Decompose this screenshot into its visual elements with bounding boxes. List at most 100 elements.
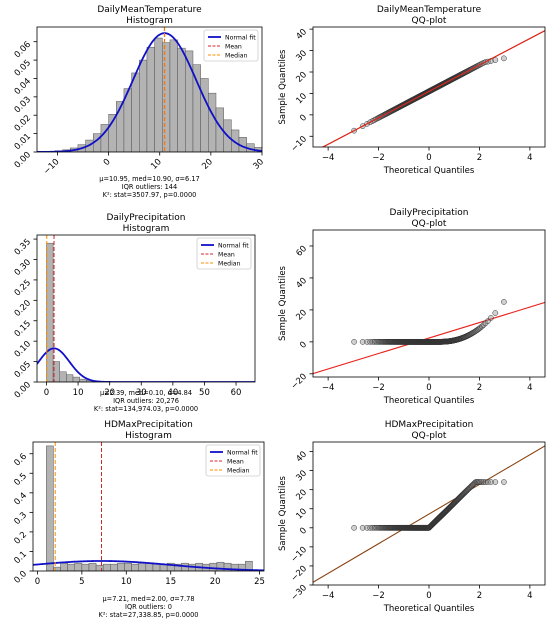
histogram-bar — [46, 242, 54, 382]
histogram-bar — [124, 562, 132, 571]
qq-panel-1: −4 −2 0 2 4 −10 0 10 20 30 40 DailyMeanTemperatureQ… — [278, 5, 546, 176]
x-tick-label: 30 — [136, 388, 147, 398]
plot-area — [313, 299, 545, 375]
chart-title: HDMaxPrecipitation — [385, 420, 474, 430]
y-tick-label: 0.02 — [13, 113, 33, 133]
normal-fit-line — [33, 560, 264, 571]
y-tick-label: 0.3 — [12, 510, 29, 527]
histogram-bar — [192, 64, 201, 152]
histogram-bar — [261, 149, 262, 152]
histogram-panel-2: 0 10 20 30 40 50 600.000.050.100.150.200.250.3… — [13, 213, 256, 413]
y-tick-label: −10 — [289, 134, 309, 154]
x-axis-label: Theoretical Quantiles — [383, 604, 475, 614]
axes-frame — [32, 441, 265, 572]
qq-point — [480, 479, 487, 485]
y-tick-label: −30 — [289, 583, 309, 603]
y-axis-label: Sample Quantiles — [278, 265, 288, 341]
x-tick-label: 50 — [199, 388, 210, 398]
x-tick-label: 2 — [477, 153, 482, 163]
qq-point — [501, 299, 507, 305]
histogram-bar — [67, 563, 76, 571]
qq-point — [359, 524, 366, 531]
y-tick-label: 0.1 — [12, 550, 29, 567]
stats-line: K²: stat=27,338.85, p=0.0000 — [99, 611, 199, 619]
y-tick-label: −10 — [289, 545, 309, 565]
qq-panel-3: −4 −2 0 2 4−30−20−10010203040HDMaxPrecipitat… — [278, 420, 546, 614]
histogram-bar — [46, 445, 54, 571]
chart-subtitle: Histogram — [125, 431, 172, 441]
legend: Normal fit Mean Median — [203, 29, 259, 62]
histogram-bar — [146, 46, 155, 152]
x-tick-label: 2 — [477, 383, 482, 393]
y-tick-label: 0.0 — [12, 569, 29, 586]
legend-label: Median — [225, 53, 248, 60]
histogram-bar — [131, 72, 140, 152]
legend-label: Normal fit — [225, 35, 256, 42]
histogram-bar — [102, 563, 111, 571]
x-tick-label: 60 — [231, 388, 242, 398]
legend-label: Normal fit — [218, 243, 249, 250]
histogram-bar — [60, 562, 68, 571]
y-tick-label: 40 — [294, 450, 309, 465]
qq-panel-2: −4 −2 0 2 4−200204060DailyPrecipitationQQ-pl… — [278, 208, 546, 406]
qq-point — [501, 479, 507, 485]
y-tick-label: 0 — [298, 526, 309, 537]
chart-subtitle: Histogram — [123, 224, 170, 234]
histogram-bar — [108, 114, 117, 152]
qq-point — [364, 339, 370, 345]
histogram-bar — [59, 371, 67, 382]
y-tick-label: 20 — [294, 308, 309, 323]
x-tick-label: 0 — [426, 591, 431, 601]
histogram-bar — [138, 562, 147, 571]
histogram-bar — [81, 563, 90, 571]
legend-label: Median — [227, 468, 250, 475]
stats-line: μ=7.21, med=2.00, σ=7.78 — [102, 595, 194, 603]
x-tick-label: 20 — [210, 577, 221, 587]
histogram-bar — [139, 59, 148, 152]
histogram-bar — [145, 562, 154, 571]
histogram-bar — [95, 564, 104, 571]
x-tick-label: 5 — [79, 577, 84, 587]
x-tick-label: 10 — [121, 577, 132, 587]
x-tick-label: −4 — [322, 153, 335, 163]
chart-title: DailyMeanTemperature — [97, 5, 202, 15]
qq-point — [492, 57, 499, 63]
y-tick-label: 0.05 — [13, 58, 33, 78]
x-tick-label: 10 — [149, 157, 164, 172]
legend-label: Normal fit — [227, 450, 258, 457]
legend-label: Mean — [227, 459, 244, 466]
x-tick-label: 15 — [165, 577, 176, 587]
histogram-bar — [209, 562, 218, 571]
qq-point — [488, 479, 494, 485]
chart-title: HDMaxPrecipitation — [104, 420, 193, 430]
histogram-bar — [66, 374, 74, 382]
qq-point — [492, 310, 499, 316]
histogram-bar — [169, 39, 178, 152]
histogram-bar — [53, 566, 61, 571]
qq-point — [359, 339, 366, 345]
histogram-panel-3: 0 5 10 15 20 25 0.0 0.1 0.2 0.3 0.4 0.5 0.6 HDMaxPrec… — [12, 420, 264, 619]
axes-frame — [36, 234, 256, 383]
y-tick-label: 40 — [294, 276, 309, 291]
y-tick-label: 0.6 — [12, 452, 29, 469]
chart-subtitle: QQ-plot — [412, 16, 447, 26]
qq-point — [371, 339, 378, 345]
x-tick-label: −2 — [372, 383, 385, 393]
chart-subtitle: QQ-plot — [412, 219, 447, 229]
plot-area — [313, 445, 545, 583]
y-tick-label: 0.2 — [12, 530, 29, 547]
normal-fit-line — [37, 347, 255, 382]
histogram-bar — [79, 378, 87, 382]
qq-point — [484, 479, 491, 485]
histogram-bar — [117, 562, 125, 571]
chart-title: DailyMeanTemperature — [377, 5, 482, 15]
y-tick-label: 0.20 — [13, 298, 33, 318]
x-tick-label: 4 — [527, 591, 532, 601]
x-tick-label: 2 — [477, 591, 482, 601]
x-tick-label: 0 — [426, 153, 431, 163]
y-tick-label: 0.15 — [13, 319, 33, 339]
chart-title: DailyPrecipitation — [106, 213, 185, 223]
histogram-bar — [177, 47, 186, 152]
y-tick-label: 0.25 — [13, 278, 33, 298]
